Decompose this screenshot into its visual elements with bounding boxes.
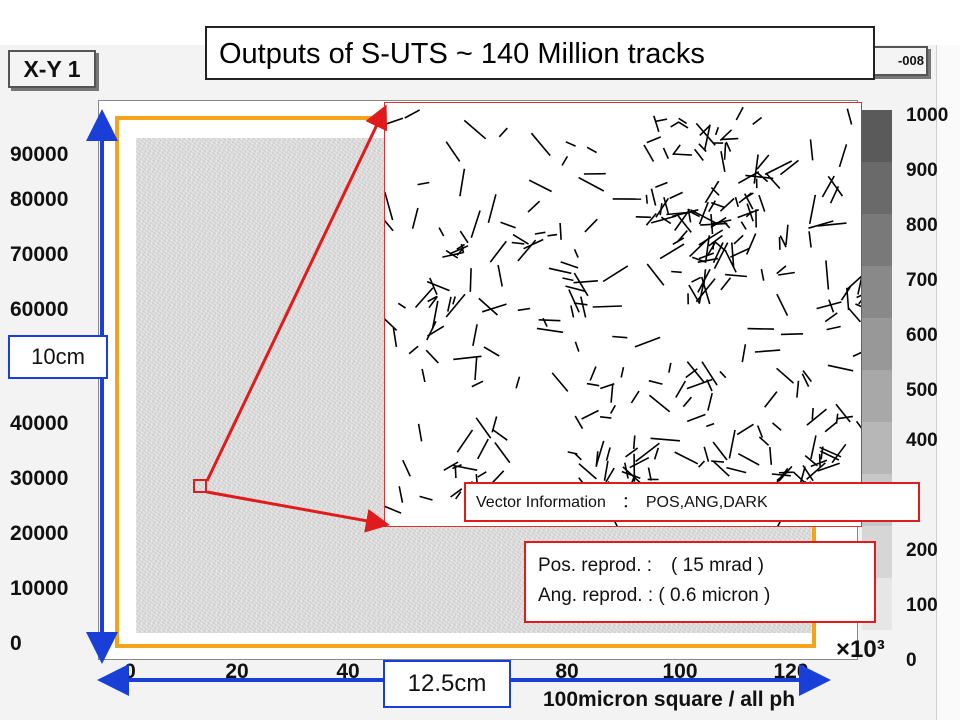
x-axis-title: 100micron square / all ph [543, 688, 796, 711]
y-tick-label: 10000 [10, 577, 69, 600]
vector-info-callout: Vector Information ： POS,ANG,DARK [464, 482, 920, 522]
z-scale-label: 0 [906, 650, 917, 671]
x-tick-label: 80 [555, 660, 579, 683]
y-tick-label: 0 [10, 632, 22, 655]
vertical-dimension-label: 10cm [8, 335, 108, 379]
x-tick-label: 0 [124, 660, 136, 683]
color-scale-step [862, 422, 892, 475]
z-scale-label: 600 [906, 325, 938, 346]
z-scale-label: 1000 [906, 105, 949, 126]
y-tick-label: 70000 [10, 243, 69, 266]
z-scale-label: 500 [906, 380, 938, 401]
color-scale-step [862, 266, 892, 319]
zoom-region-marker [193, 479, 207, 493]
x-axis-multiplier: ×10³ [836, 636, 885, 663]
y-tick-label: 20000 [10, 522, 69, 545]
y-tick-label: 90000 [10, 143, 69, 166]
y-tick-label: 60000 [10, 298, 69, 321]
z-scale-label: 400 [906, 430, 938, 451]
z-scale-label: 200 [906, 540, 938, 561]
canvas-scrollbar[interactable] [936, 45, 960, 720]
ang-reproducibility: Ang. reprod. : ( 0.6 micron ) [538, 585, 771, 606]
zoomed-tracks-panel [376, 102, 875, 541]
pad-title-tab: X-Y 1 [8, 50, 96, 88]
z-scale-label: 700 [906, 270, 938, 291]
color-scale-step [862, 162, 892, 215]
x-tick-label: 120 [773, 660, 809, 683]
x-tick-label: 40 [336, 660, 360, 683]
z-scale-label: 100 [906, 595, 938, 616]
x-tick-label: 100 [662, 660, 698, 683]
track-segments-image [376, 106, 875, 541]
x-tick-label: 20 [225, 660, 249, 683]
reproducibility-callout: Pos. reprod. : ( 15 mrad ) Ang. reprod. … [524, 541, 876, 623]
color-scale-step [862, 110, 892, 163]
y-tick-label: 40000 [10, 412, 69, 435]
color-scale-step [862, 318, 892, 371]
color-scale-step [862, 370, 892, 423]
horizontal-dimension-label: 12.5cm [383, 660, 511, 708]
pos-reproducibility: Pos. reprod. : ( 15 mrad ) [538, 555, 764, 576]
y-tick-label: 80000 [10, 188, 69, 211]
z-scale-label: 800 [906, 215, 938, 236]
color-scale-bar [862, 110, 892, 630]
color-scale-step [862, 214, 892, 267]
y-tick-label: 30000 [10, 467, 69, 490]
z-scale-label: 900 [906, 160, 938, 181]
slide-title: Outputs of S-UTS ~ 140 Million tracks [205, 26, 875, 80]
track-segments-group [376, 106, 875, 541]
